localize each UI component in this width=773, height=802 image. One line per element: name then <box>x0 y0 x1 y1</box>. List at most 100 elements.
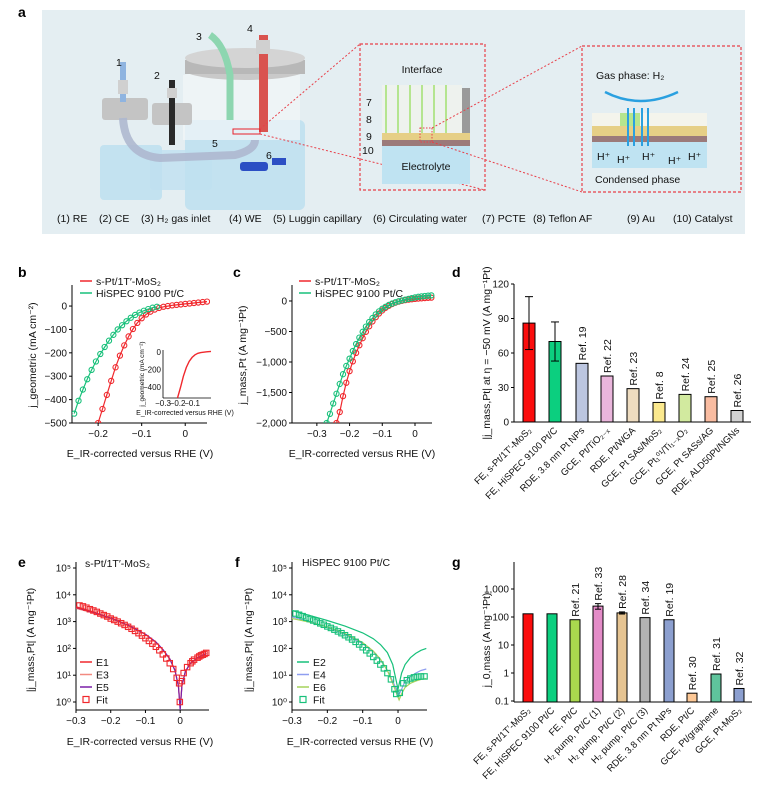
reference-label: Ref. 19 <box>664 583 676 617</box>
legend-label: E2 <box>313 657 326 669</box>
label-1: 1 <box>116 57 122 69</box>
panel-label-f: f <box>235 554 240 570</box>
bar <box>730 410 744 423</box>
data-point <box>195 299 202 306</box>
x-tick-label: −0.1 <box>353 716 373 727</box>
data-point <box>411 294 419 301</box>
data-point <box>295 611 303 619</box>
data-point <box>116 352 124 359</box>
data-point <box>331 626 338 633</box>
zoom-box-catalyst <box>581 45 742 193</box>
series-fit <box>76 602 210 706</box>
proton-label: H⁺ <box>688 151 702 163</box>
data-point <box>391 685 398 693</box>
data-point <box>72 410 78 417</box>
reference-label: Ref. 19 <box>577 326 589 360</box>
x-tick-label: 0 <box>182 429 188 440</box>
y-tick-label: −200 <box>44 348 67 359</box>
data-point <box>341 631 349 639</box>
label-3: 3 <box>196 31 202 43</box>
data-point <box>76 602 83 609</box>
data-point <box>359 335 366 342</box>
data-point <box>125 333 132 340</box>
data-point <box>107 615 114 622</box>
label-10: 10 <box>362 145 374 157</box>
data-point <box>134 319 141 327</box>
data-point <box>336 380 343 388</box>
legend-label: Fit <box>96 695 108 707</box>
panel-label-c: c <box>233 264 241 280</box>
data-point <box>346 355 353 362</box>
data-point <box>105 337 113 344</box>
x-tick-label: −0.2 <box>88 429 108 440</box>
interface-label: Interface <box>402 64 443 76</box>
reference-label: Ref. 22 <box>602 339 614 373</box>
data-point <box>330 400 337 407</box>
bar <box>686 692 698 703</box>
series-e2 <box>292 609 427 690</box>
data-point <box>405 295 412 302</box>
data-point <box>128 625 135 633</box>
bar <box>616 612 628 703</box>
legend-label: s-Pt/1T′-MoS₂ <box>315 276 380 288</box>
x-tick-label: −0.2 <box>340 429 360 440</box>
chart-f: 10⁰ 10¹ 10² 10³ 10⁴ 10⁵ −0.3 −0.2 −0.1 0 |j_mass,P… <box>243 557 433 748</box>
label-7: 7 <box>366 97 372 109</box>
reference-label: Ref. 28 <box>617 575 629 609</box>
data-point <box>166 659 174 667</box>
data-point <box>377 661 384 668</box>
membrane-stack-illustration <box>382 85 470 184</box>
legend-label: E6 <box>313 682 326 694</box>
condensed-phase-label: Condensed phase <box>595 174 680 186</box>
data-point <box>402 296 409 303</box>
bar <box>600 375 614 423</box>
inset-y-tick-label: −400 <box>143 383 162 392</box>
y-axis-label: |j_mass,Pt| at η = −50 mV (A mg⁻¹Pt) <box>481 266 493 439</box>
bar <box>522 613 534 703</box>
data-point <box>334 628 342 635</box>
x-tick-label: −0.1 <box>132 429 152 440</box>
data-point <box>75 397 82 404</box>
reference-label: Ref. 32 <box>734 651 746 685</box>
inset-x-tick-label: −0.3 <box>155 399 171 408</box>
inset-chart: 0 −200 −400 −0.3−0.2−0.1 j_geometric (mA cm⁻… <box>136 341 234 417</box>
legend-item: (2) CE <box>99 213 129 225</box>
y-tick-label: 30 <box>498 383 510 394</box>
gas-flow-arrow-icon <box>604 90 679 103</box>
data-point <box>388 300 396 307</box>
data-point <box>127 314 134 321</box>
data-point <box>356 334 363 341</box>
y-tick-label: 120 <box>492 280 509 291</box>
x-tick-label: −0.3 <box>66 716 86 727</box>
y-axis-label: |j_mass,Pt| (A mg⁻¹Pt) <box>25 588 37 692</box>
data-point <box>79 386 87 393</box>
data-point <box>333 419 340 423</box>
bar <box>663 619 675 703</box>
series-hispec-9100-pt-c <box>72 303 161 417</box>
data-point <box>187 659 194 667</box>
data-point <box>339 393 347 400</box>
legend-item: (4) WE <box>229 213 262 225</box>
legend-marker <box>82 695 90 704</box>
data-point <box>104 613 111 620</box>
inset-x-tick-label: −0.2 <box>170 399 186 408</box>
data-point <box>152 643 160 651</box>
data-point <box>100 611 108 619</box>
y-tick-label: −100 <box>44 325 67 336</box>
data-point <box>90 607 97 614</box>
legend-label: HiSPEC 9100 Pt/C <box>315 288 404 300</box>
label-4: 4 <box>247 23 253 35</box>
reference-label: Ref. 8 <box>654 371 666 399</box>
data-point <box>112 364 119 371</box>
reference-label: Ref. 23 <box>628 352 640 386</box>
data-point <box>313 618 320 626</box>
y-tick-label: 10³ <box>273 617 288 628</box>
x-tick-label: −0.1 <box>372 429 392 440</box>
data-point <box>149 304 156 311</box>
data-point <box>94 419 102 423</box>
x-axis-label: E_IR-corrected versus RHE (V) <box>67 448 213 460</box>
data-point <box>373 657 381 664</box>
chart-b: 0−100−200−300−400−500−0.2 −0.1 0j_geometri… <box>27 276 234 460</box>
chart-c: 0 −500 −1,000 −1,500 −2,000 −0.3 −0.2 −0.1 0 j_ma… <box>237 276 435 460</box>
